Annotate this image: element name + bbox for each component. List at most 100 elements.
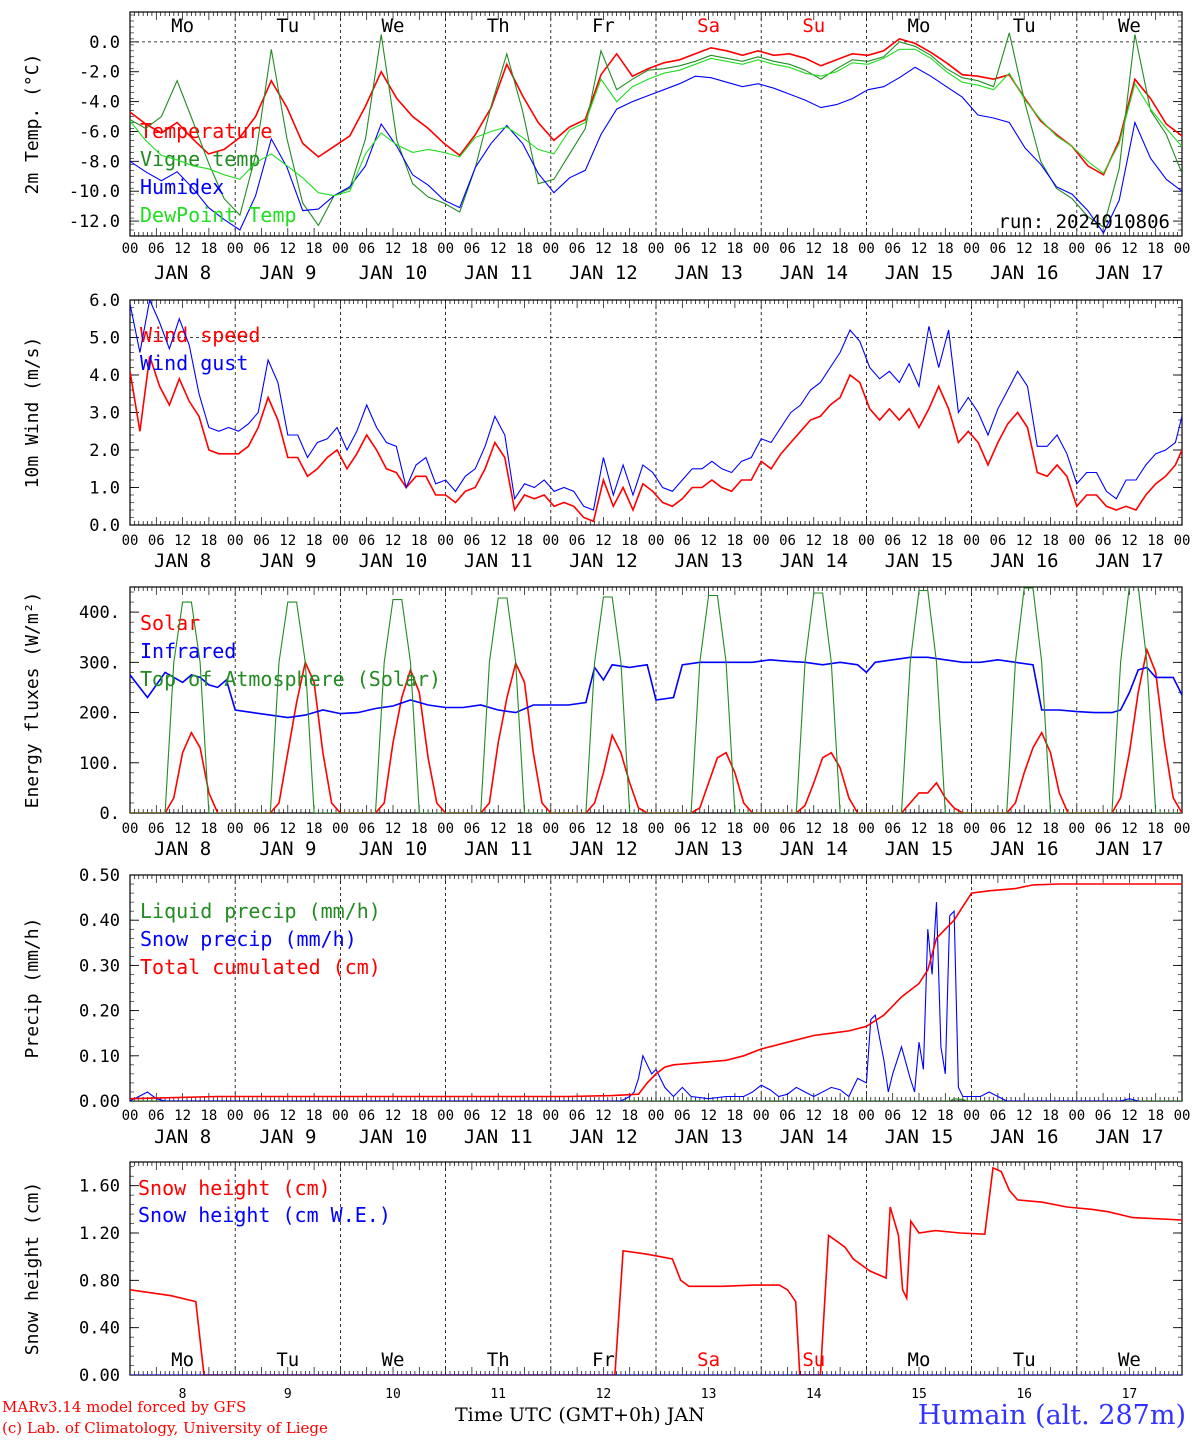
legend-entry: DewPoint Temp [140, 203, 297, 227]
hour-label: 18 [411, 241, 428, 257]
hour-label: 18 [1147, 533, 1164, 549]
hour-label: 12 [385, 821, 402, 837]
hour-label: 00 [1174, 1108, 1191, 1124]
y-tick-label: 0.0 [89, 33, 120, 53]
hour-label: 06 [569, 821, 586, 837]
series-line-precip-0 [130, 1098, 1182, 1101]
hour-label: 12 [1016, 533, 1033, 549]
y-axis-label: 10m Wind (m/s) [22, 337, 43, 489]
series-line-precip-2 [130, 883, 1182, 1100]
hour-label: 00 [858, 821, 875, 837]
hour-label: 06 [463, 821, 480, 837]
hour-label: 12 [279, 241, 296, 257]
hour-label: 00 [1068, 241, 1085, 257]
y-axis-label: Energy fluxes (W/m²) [22, 592, 43, 809]
hour-label: 12 [490, 821, 507, 837]
hour-label: 12 [595, 1108, 612, 1124]
day-name-bottom: Mo [171, 1349, 194, 1371]
hour-label: 06 [253, 533, 270, 549]
date-label: JAN 13 [674, 262, 743, 284]
hour-label: 18 [1147, 821, 1164, 837]
credit-line-2: (c) Lab. of Climatology, University of L… [2, 1419, 328, 1437]
hour-label: 12 [700, 533, 717, 549]
legend-entry: Snow height (cm W.E.) [138, 1203, 391, 1227]
hour-label: 00 [122, 821, 139, 837]
hour-label: 18 [621, 533, 638, 549]
hour-label: 12 [700, 821, 717, 837]
hour-label: 00 [858, 1108, 875, 1124]
time-axis-title: Time UTC (GMT+0h) JAN [455, 1404, 705, 1426]
panel-snow: 0.00 0.40 0.80 1.20 1.60 Snow height (cm) Snow… [22, 1161, 1183, 1402]
series-line-temp-2 [130, 66, 1182, 235]
y-tick-label: 300. [79, 653, 120, 673]
hour-label: 18 [1042, 533, 1059, 549]
hour-label: 06 [253, 241, 270, 257]
station-name: Humain (alt. 287m) [917, 1400, 1186, 1431]
hour-label: 12 [174, 533, 191, 549]
hour-label: 12 [805, 241, 822, 257]
hour-label: 06 [989, 821, 1006, 837]
y-tick-label: 0.50 [79, 866, 120, 886]
day-name-bottom: Tu [1013, 1349, 1036, 1371]
hour-label: 06 [989, 1108, 1006, 1124]
day-number: 12 [596, 1387, 612, 1402]
hour-label: 18 [200, 241, 217, 257]
hour-label: 18 [937, 1108, 954, 1124]
date-label: JAN 14 [779, 550, 848, 572]
hour-label: 06 [463, 1108, 480, 1124]
hour-label: 18 [832, 821, 849, 837]
date-label: JAN 13 [674, 550, 743, 572]
y-tick-label: 5.0 [89, 329, 120, 349]
day-number: 16 [1016, 1387, 1032, 1402]
date-label: JAN 13 [674, 1126, 743, 1148]
hour-label: 18 [1042, 1108, 1059, 1124]
legend-entry: Wind gust [140, 351, 248, 375]
hour-label: 12 [911, 241, 928, 257]
hour-label: 12 [1121, 1108, 1138, 1124]
y-tick-label: 0.00 [79, 1092, 120, 1112]
hour-label: 06 [463, 533, 480, 549]
hour-label: 06 [779, 1108, 796, 1124]
day-number: 9 [284, 1387, 292, 1402]
hour-label: 18 [200, 821, 217, 837]
hour-label: 18 [411, 533, 428, 549]
y-tick-label: 400. [79, 603, 120, 623]
hour-label: 00 [648, 1108, 665, 1124]
hour-label: 06 [674, 533, 691, 549]
hour-label: 00 [227, 241, 244, 257]
date-label: JAN 17 [1095, 838, 1164, 860]
hour-label: 00 [437, 1108, 454, 1124]
hour-label: 12 [279, 533, 296, 549]
day-name-bottom: Th [487, 1349, 510, 1371]
series-line-energy-0 [130, 646, 1182, 813]
hour-label: 18 [306, 533, 323, 549]
date-label: JAN 10 [359, 550, 428, 572]
hour-label: 06 [674, 821, 691, 837]
day-number: 14 [806, 1387, 822, 1402]
panel-precip: 0.00 0.10 0.20 0.30 0.40 0.50 Precip (mm/h) 00 0… [22, 866, 1190, 1148]
hour-label: 18 [306, 1108, 323, 1124]
day-name-top: We [382, 15, 405, 37]
hour-label: 00 [122, 1108, 139, 1124]
y-tick-label: 0. [100, 804, 120, 824]
hour-label: 00 [1068, 533, 1085, 549]
hour-label: 12 [385, 533, 402, 549]
hour-label: 00 [437, 821, 454, 837]
hour-label: 18 [411, 821, 428, 837]
hour-label: 06 [148, 1108, 165, 1124]
hour-label: 06 [148, 821, 165, 837]
hour-label: 00 [437, 533, 454, 549]
hour-label: 12 [1016, 241, 1033, 257]
hour-label: 18 [1147, 241, 1164, 257]
legend-entry: Total cumulated (cm) [140, 955, 381, 979]
hour-label: 12 [174, 241, 191, 257]
hour-label: 06 [989, 241, 1006, 257]
hour-label: 06 [569, 1108, 586, 1124]
hour-label: 00 [753, 241, 770, 257]
hour-label: 12 [595, 821, 612, 837]
day-name-top: Fr [592, 15, 615, 37]
legend-entry: Snow height (cm) [138, 1176, 331, 1200]
series-line-snow-0 [130, 1166, 1182, 1375]
hour-label: 06 [1095, 241, 1112, 257]
